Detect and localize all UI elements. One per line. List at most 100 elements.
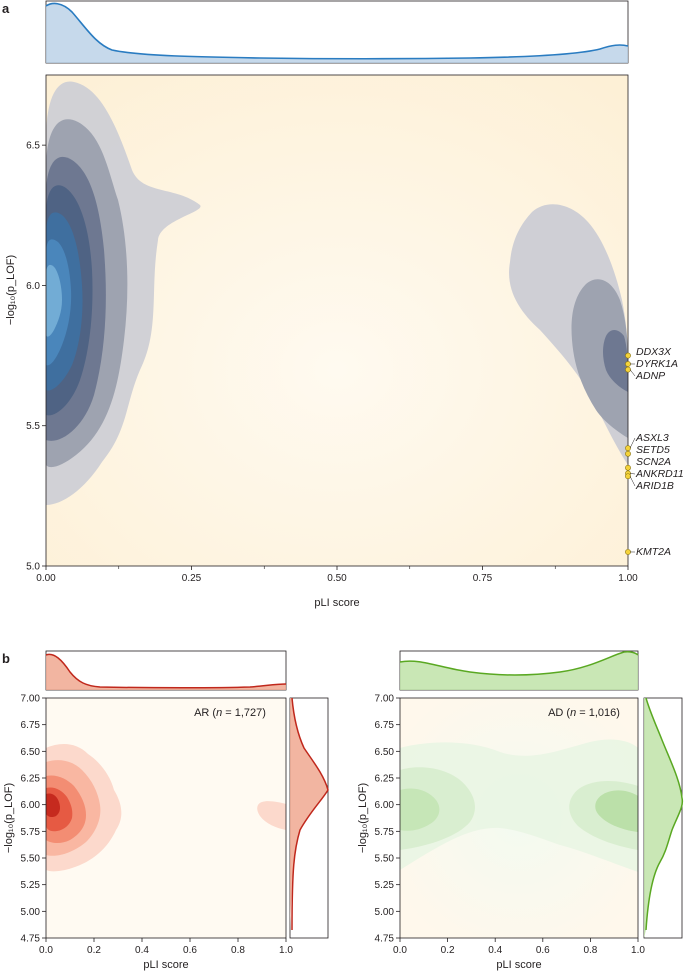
panel-b-ar-right-marginal-fill — [290, 698, 328, 938]
x-tick-label: 0.25 — [182, 573, 202, 584]
panel-b-ad-frame — [399, 697, 639, 939]
x-tick-label: 1.0 — [279, 945, 293, 956]
panel-b-ar: AR (n = 1,727) 0.0 0.2 0.4 0.6 0.8 1.0 4.75 5.0… — [3, 650, 329, 971]
panel-b-ar-density-contours — [46, 744, 286, 872]
y-tick-label: 5.0 — [26, 562, 40, 573]
panel-a-top-marginal — [45, 0, 629, 64]
y-tick-label: 6.00 — [375, 800, 395, 811]
panel-b-ad-annotation-count: = 1,016) — [576, 707, 620, 719]
x-tick-label: 1.0 — [631, 945, 645, 956]
panel-b-ad-top-marginal-line — [399, 651, 639, 676]
gene-point — [625, 352, 631, 359]
panel-b-ar-top-marginal — [45, 650, 287, 691]
gene-label: ASXL3 — [635, 432, 669, 444]
panel-b-ad-annotation: AD (n = 1,016) — [548, 707, 620, 719]
gene-label: DDX3X — [636, 346, 672, 358]
gene-label: SCN2A — [636, 456, 671, 468]
panel-label-b: b — [2, 651, 10, 666]
panel-b-ar-frame — [45, 697, 287, 939]
panel-b-ad-right-marginal-line — [645, 697, 684, 931]
gene-leader-line — [629, 369, 636, 377]
panel-b-ar-annotation: AR (n = 1,727) — [194, 707, 266, 719]
y-tick-label: 5.25 — [375, 880, 395, 891]
y-tick-label: 6.25 — [375, 774, 395, 785]
gene-point — [625, 445, 631, 452]
panel-b-ad-top-marginal — [399, 650, 639, 691]
x-tick-label: 0.2 — [441, 945, 455, 956]
y-tick-label: 5.75 — [21, 827, 41, 838]
gene-point — [625, 549, 631, 555]
x-tick-label: 0.0 — [393, 945, 407, 956]
x-tick-label: 0.8 — [583, 945, 597, 956]
x-tick-label: 0.75 — [473, 573, 493, 584]
y-tick-label: 5.5 — [26, 421, 40, 432]
y-tick-label: 4.75 — [375, 934, 395, 945]
x-tick-label: 0.6 — [536, 945, 550, 956]
gene-point — [625, 473, 631, 480]
gene-label: SETD5 — [636, 444, 670, 456]
gene-point — [625, 366, 631, 373]
gene-leader-line — [629, 437, 636, 449]
y-tick-label: 5.00 — [375, 907, 395, 918]
y-tick-label: 6.5 — [26, 141, 40, 152]
x-tick-label: 0.6 — [183, 945, 197, 956]
y-tick-label: 5.75 — [375, 827, 395, 838]
y-tick-label: 6.75 — [375, 720, 395, 731]
y-tick-label: 4.75 — [21, 934, 41, 945]
x-tick-label: 0.0 — [39, 945, 53, 956]
panel-b-ad-top-marginal-fill — [400, 651, 638, 690]
panel-b-ar-annotation-count: = 1,727) — [222, 707, 266, 719]
panel-a: 0.00 0.25 0.50 0.75 1.00 5.0 5.5 6.0 6.5 DDX3XDY… — [5, 0, 684, 609]
y-tick-label: 5.25 — [21, 880, 41, 891]
panel-a-top-marginal-line — [45, 2, 629, 60]
y-tick-label: 6.00 — [21, 800, 41, 811]
y-tick-label: 6.50 — [21, 747, 41, 758]
panel-b-ad-right-marginal-fill — [644, 698, 683, 938]
y-tick-label: 7.00 — [21, 694, 41, 705]
panel-b-ar-right-marginal — [289, 697, 329, 939]
panel-b-ar-annotation-prefix: AR ( — [194, 707, 216, 719]
panel-b-ar-right-marginal-line — [291, 697, 329, 931]
panel-b-ar-annotation-n: n — [216, 707, 222, 719]
gene-leader-line — [629, 476, 636, 487]
gene-label: ANKRD11 — [635, 468, 684, 480]
panel-a-ylabel: −log₁₀(p_LOF) — [5, 255, 17, 325]
panel-b-ad-annotation-prefix: AD ( — [548, 707, 570, 719]
panel-b-ar-top-marginal-line — [45, 653, 287, 689]
panel-a-xlabel: pLI score — [314, 597, 359, 609]
y-tick-label: 5.50 — [375, 854, 395, 865]
x-tick-label: 0.00 — [36, 573, 56, 584]
y-tick-label: 6.25 — [21, 774, 41, 785]
y-tick-label: 5.00 — [21, 907, 41, 918]
panel-b-ad-annotation-n: n — [570, 707, 576, 719]
panel-label-a: a — [2, 1, 10, 16]
y-tick-label: 6.0 — [26, 281, 40, 292]
panel-b-ad-right-marginal — [643, 697, 684, 939]
x-tick-label: 0.4 — [488, 945, 502, 956]
panel-b-ad-ylabel: −log₁₀(p_LOF) — [357, 783, 369, 853]
panel-b-ad-ticks: 0.0 0.2 0.4 0.6 0.8 1.0 4.75 5.00 5.25 5.50 5.75 6.… — [375, 694, 646, 957]
panel-b-ar-top-marginal-fill — [46, 654, 286, 690]
x-tick-label: 0.2 — [87, 945, 101, 956]
y-tick-label: 6.50 — [375, 747, 395, 758]
gene-leader-line — [629, 473, 636, 475]
gene-label: ARID1B — [635, 480, 674, 492]
y-tick-label: 5.50 — [21, 854, 41, 865]
panel-a-top-marginal-fill — [46, 3, 628, 63]
panel-b-ar-ticks: 0.0 0.2 0.4 0.6 0.8 1.0 4.75 5.00 5.25 5.50 5.75 6.… — [21, 694, 294, 957]
x-tick-label: 0.50 — [327, 573, 347, 584]
panel-b-ad-density-contours — [400, 739, 638, 872]
gene-label: DYRK1A — [636, 358, 678, 370]
gene-point — [625, 464, 631, 471]
y-tick-label: 6.75 — [21, 720, 41, 731]
panel-a-ticks: 0.00 0.25 0.50 0.75 1.00 5.0 5.5 6.0 6.5 — [26, 141, 638, 584]
x-tick-label: 1.00 — [618, 573, 638, 584]
gene-point — [625, 361, 631, 367]
x-tick-label: 0.8 — [231, 945, 245, 956]
panel-b-ar-ylabel: −log₁₀(p_LOF) — [3, 783, 15, 853]
panel-a-density-contours — [46, 81, 628, 505]
gene-label: KMT2A — [636, 546, 671, 558]
gene-label: ADNP — [635, 370, 665, 382]
panel-b-ad: AD (n = 1,016) 0.0 0.2 0.4 0.6 0.8 1.0 4.75 5.0… — [357, 650, 684, 971]
